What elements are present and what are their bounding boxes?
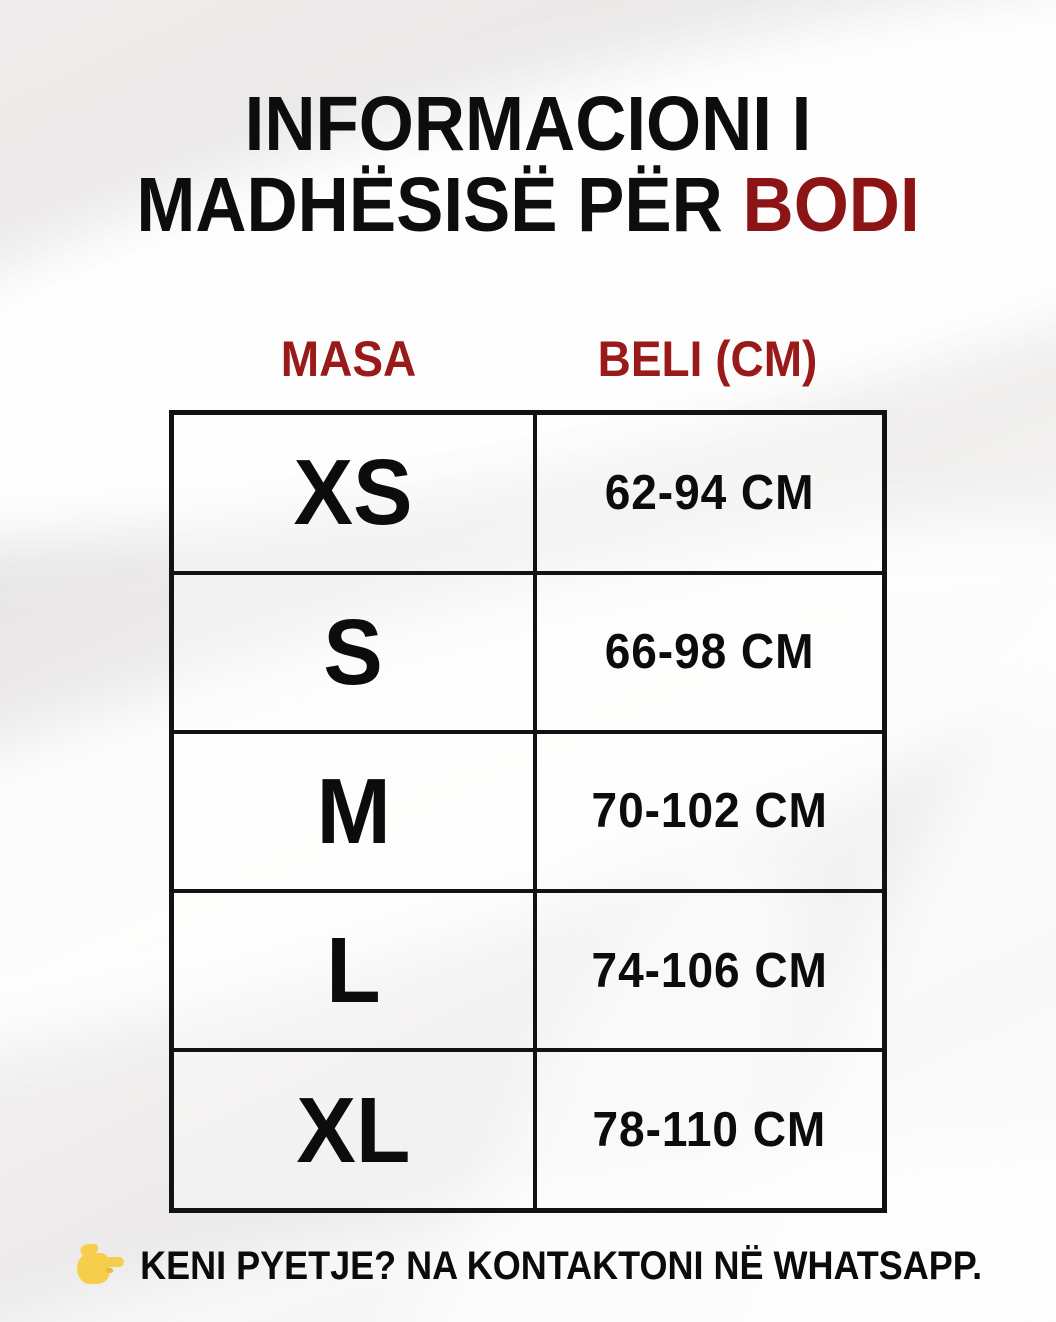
page-title: INFORMACIONI I MADHËSISË PËR BODI xyxy=(0,84,1056,246)
column-header-beli: BELI (CM) xyxy=(597,331,818,387)
table-row-s: S 66-98 CM xyxy=(169,570,887,734)
range-value: 66-98 CM xyxy=(604,625,815,680)
size-cell: L xyxy=(169,889,537,1053)
footer-text: KENI PYETJE? NA KONTAKTONI NË WHATSAPP. xyxy=(140,1244,983,1288)
size-value: S xyxy=(323,599,384,704)
size-cell: S xyxy=(169,570,537,734)
table-row-xs: XS 62-94 CM xyxy=(169,410,887,575)
table-row-l: L 74-106 CM xyxy=(169,889,887,1053)
range-cell: 66-98 CM xyxy=(532,570,887,734)
footer-note: KENI PYETJE? NA KONTAKTONI NË WHATSAPP. xyxy=(0,1240,1056,1293)
title-line-2-prefix: MADHËSISË PËR xyxy=(136,162,723,248)
column-headers: MASA BELI (CM) xyxy=(169,330,887,388)
range-cell: 70-102 CM xyxy=(532,729,887,894)
column-header-masa: MASA xyxy=(280,331,417,387)
size-cell: XS xyxy=(169,410,537,575)
range-cell: 74-106 CM xyxy=(532,889,887,1053)
size-value: L xyxy=(325,918,381,1023)
size-value: XL xyxy=(296,1077,411,1182)
range-value: 74-106 CM xyxy=(591,943,828,998)
title-line-2-accent: BODI xyxy=(742,162,920,248)
range-value: 78-110 CM xyxy=(592,1103,827,1158)
title-line-2: MADHËSISË PËR BODI xyxy=(42,165,1014,246)
size-cell: XL xyxy=(169,1048,537,1213)
pointing-right-hand-icon xyxy=(74,1242,126,1293)
title-line-1: INFORMACIONI I xyxy=(244,81,812,167)
table-row-m: M 70-102 CM xyxy=(169,729,887,894)
size-value: M xyxy=(316,758,391,863)
size-table: XS 62-94 CM S 66-98 CM M 70-102 CM L 74-… xyxy=(169,410,887,1213)
size-cell: M xyxy=(169,729,537,894)
range-value: 62-94 CM xyxy=(604,465,815,520)
size-value: XS xyxy=(293,440,413,545)
range-cell: 78-110 CM xyxy=(532,1048,887,1213)
range-value: 70-102 CM xyxy=(591,784,828,839)
range-cell: 62-94 CM xyxy=(532,410,887,575)
table-row-xl: XL 78-110 CM xyxy=(169,1048,887,1213)
